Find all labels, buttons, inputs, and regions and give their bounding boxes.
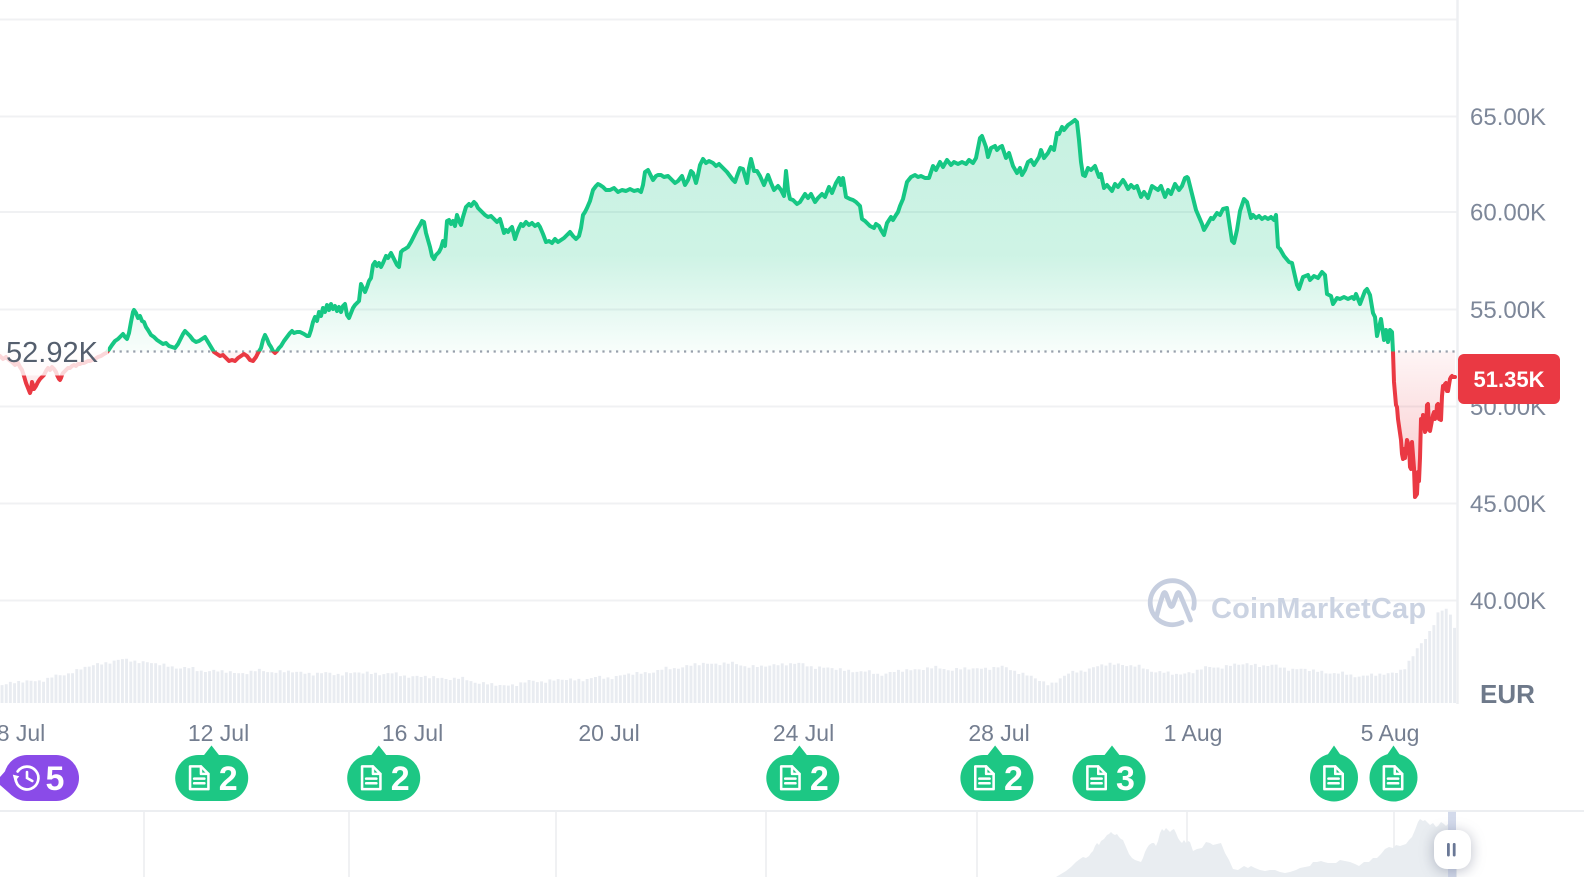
svg-text:EUR: EUR [1480,679,1535,709]
svg-text:3: 3 [1116,760,1135,798]
svg-text:28 Jul: 28 Jul [968,720,1029,746]
svg-text:51.35K: 51.35K [1474,367,1545,392]
svg-text:55.00K: 55.00K [1470,297,1546,324]
svg-text:5 Aug: 5 Aug [1361,720,1420,746]
svg-text:45.00K: 45.00K [1470,491,1546,518]
svg-text:16 Jul: 16 Jul [382,720,443,746]
svg-text:60.00K: 60.00K [1470,200,1546,227]
svg-text:2: 2 [810,760,829,798]
svg-text:8 Jul: 8 Jul [0,720,45,746]
svg-text:5: 5 [46,760,65,798]
svg-text:24 Jul: 24 Jul [773,720,834,746]
svg-text:1 Aug: 1 Aug [1164,720,1223,746]
svg-text:52.92K: 52.92K [6,337,99,369]
svg-text:2: 2 [219,760,238,798]
svg-text:CoinMarketCap: CoinMarketCap [1211,593,1426,625]
svg-text:20 Jul: 20 Jul [578,720,639,746]
svg-text:12 Jul: 12 Jul [188,720,249,746]
svg-text:2: 2 [391,760,410,798]
svg-text:2: 2 [1004,760,1023,798]
svg-text:65.00K: 65.00K [1470,104,1546,131]
svg-text:40.00K: 40.00K [1470,588,1546,615]
